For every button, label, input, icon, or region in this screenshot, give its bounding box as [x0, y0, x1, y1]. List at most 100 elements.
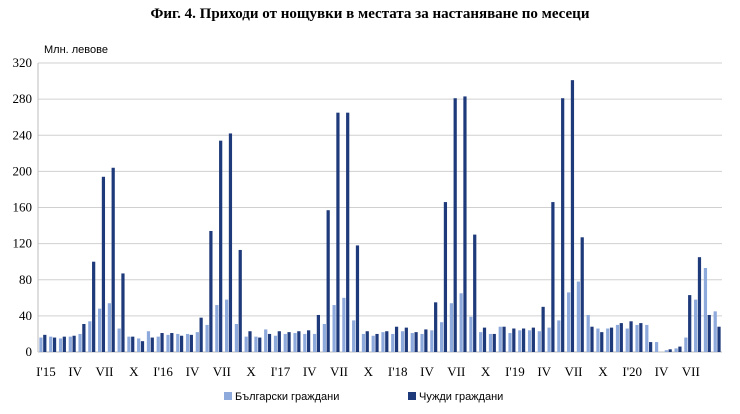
- bar-bulgarian: [557, 320, 561, 352]
- bar-bulgarian: [78, 333, 82, 352]
- bar-bulgarian: [283, 333, 287, 352]
- x-tick-label: X: [364, 364, 374, 379]
- bar-foreign: [258, 337, 262, 352]
- x-tick-label: VII: [95, 364, 113, 379]
- bar-foreign: [277, 331, 281, 352]
- bar-bulgarian: [185, 333, 190, 352]
- bar-bulgarian: [322, 324, 326, 352]
- bar-bulgarian: [49, 336, 53, 352]
- bar-foreign: [52, 337, 57, 352]
- bar-bulgarian: [537, 331, 541, 352]
- bar-bulgarian: [68, 336, 72, 352]
- x-tick-label: X: [246, 364, 256, 379]
- bars: [39, 80, 721, 352]
- bar-foreign: [473, 234, 477, 352]
- bar-foreign: [346, 112, 350, 352]
- y-axis-ticks: 0 40 80 120 160 200 240 280 320: [13, 55, 33, 359]
- bar-bulgarian: [625, 328, 629, 352]
- bar-bulgarian: [117, 328, 121, 352]
- bar-foreign: [43, 334, 47, 352]
- bar-foreign: [688, 295, 692, 352]
- bar-foreign: [629, 321, 633, 352]
- bar-bulgarian: [166, 334, 170, 352]
- y-tick-label: 40: [19, 308, 32, 323]
- bar-bulgarian: [244, 336, 248, 352]
- bar-bulgarian: [156, 336, 160, 352]
- bar-foreign: [551, 202, 555, 352]
- bar-bulgarian: [400, 331, 405, 352]
- x-tick-label: IV: [537, 364, 551, 379]
- bar-foreign: [297, 331, 301, 352]
- x-tick-label: IV: [68, 364, 82, 379]
- bar-bulgarian: [98, 308, 102, 352]
- bar-bulgarian: [127, 336, 131, 352]
- x-tick-label: IV: [303, 364, 317, 379]
- bar-bulgarian: [498, 326, 502, 352]
- bar-foreign: [248, 331, 252, 352]
- bar-foreign: [521, 328, 526, 352]
- bar-foreign: [336, 112, 340, 352]
- y-tick-label: 240: [13, 127, 33, 142]
- y-tick-label: 0: [26, 344, 33, 359]
- bar-foreign: [580, 237, 584, 352]
- bar-bulgarian: [273, 335, 278, 352]
- x-tick-label: VII: [213, 364, 231, 379]
- bar-foreign: [228, 133, 233, 352]
- bar-bulgarian: [342, 297, 346, 352]
- bar-bulgarian: [508, 333, 512, 352]
- bar-bulgarian: [264, 329, 268, 352]
- bar-foreign: [502, 326, 506, 352]
- bar-bulgarian: [713, 311, 717, 352]
- bar-bulgarian: [586, 314, 590, 352]
- bar-bulgarian: [479, 332, 483, 352]
- bar-bulgarian: [410, 333, 414, 352]
- bar-foreign: [219, 140, 223, 352]
- bar-bulgarian: [606, 328, 610, 352]
- bar-foreign: [649, 342, 653, 352]
- bar-foreign: [150, 337, 154, 352]
- x-tick-label: VII: [447, 364, 465, 379]
- bar-bulgarian: [654, 342, 659, 352]
- x-axis-ticks: I'15 IV VII X I'16 IV VII X I'17 IV VII X I'18 IV VII X…: [36, 364, 700, 379]
- bar-foreign: [453, 98, 457, 352]
- bar-foreign: [707, 314, 711, 352]
- bar-bulgarian: [352, 320, 356, 352]
- y-axis-label: Млн. левове: [44, 44, 108, 56]
- bar-bulgarian: [674, 348, 678, 352]
- bar-bulgarian: [391, 333, 395, 352]
- x-tick-label: VII: [330, 364, 348, 379]
- bar-foreign: [170, 333, 174, 352]
- y-tick-label: 120: [13, 236, 33, 251]
- bar-bulgarian: [371, 335, 375, 352]
- bar-bulgarian: [58, 338, 63, 352]
- bar-foreign: [72, 335, 76, 352]
- bar-bulgarian: [176, 333, 180, 352]
- bar-bulgarian: [225, 299, 229, 352]
- bar-bulgarian: [567, 292, 571, 352]
- y-tick-label: 320: [13, 55, 33, 70]
- bar-bulgarian: [234, 324, 239, 352]
- bar-foreign: [697, 257, 702, 352]
- bar-foreign: [668, 349, 672, 352]
- bar-foreign: [600, 332, 604, 352]
- x-tick-label: X: [598, 364, 608, 379]
- bar-bulgarian: [645, 324, 649, 352]
- x-tick-label: VII: [682, 364, 700, 379]
- bar-bulgarian: [684, 337, 688, 352]
- bar-foreign: [404, 327, 408, 352]
- bar-foreign: [678, 346, 682, 352]
- bar-foreign: [111, 167, 115, 352]
- bar-foreign: [365, 331, 369, 352]
- bar-bulgarian: [430, 330, 434, 352]
- bar-bulgarian: [312, 333, 317, 352]
- x-tick-label: I'17: [271, 364, 291, 379]
- bar-foreign: [131, 336, 135, 352]
- bar-foreign: [287, 332, 291, 352]
- bar-foreign: [238, 249, 242, 352]
- bar-foreign: [375, 333, 379, 352]
- bar-foreign: [189, 334, 193, 352]
- bar-foreign: [209, 230, 213, 352]
- bar-foreign: [316, 314, 320, 352]
- bar-foreign: [179, 335, 184, 352]
- bar-foreign: [717, 326, 721, 352]
